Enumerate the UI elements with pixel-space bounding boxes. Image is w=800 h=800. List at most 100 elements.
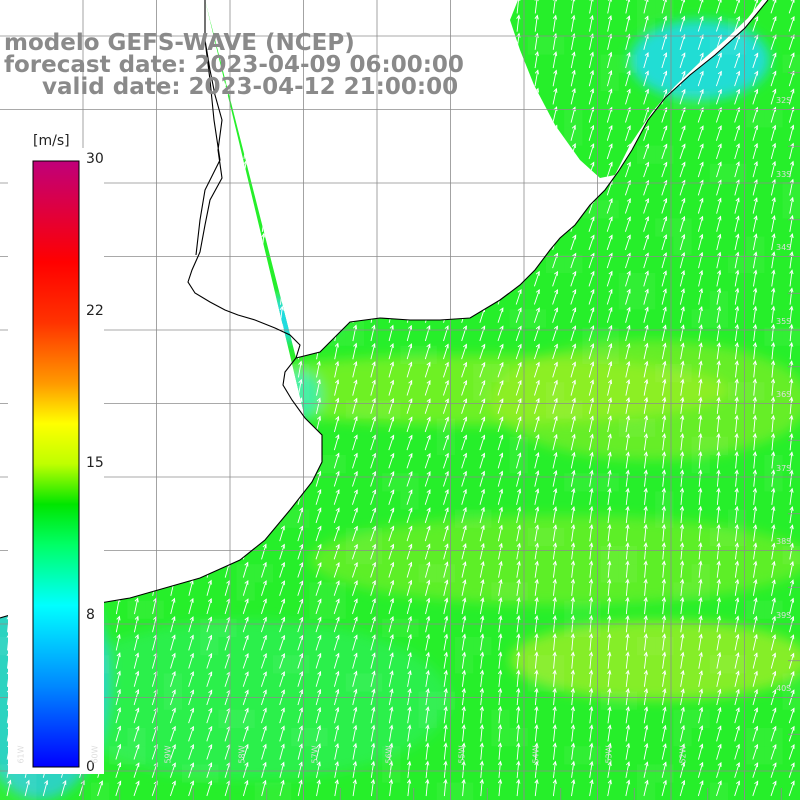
wind-arrow: [770, 378, 776, 396]
grid-cell: [200, 491, 219, 510]
wind-arrow: [425, 160, 430, 178]
wind-arrow: [606, 306, 613, 323]
wind-arrow: [188, 305, 193, 323]
wind-arrow: [407, 742, 412, 760]
wind-arrow: [297, 269, 302, 287]
wind-arrow: [443, 561, 449, 578]
wind-arrow: [698, 414, 703, 433]
wind-arrow: [552, 651, 557, 669]
wind-arrow: [352, 159, 357, 178]
wind-arrow: [461, 142, 467, 160]
wind-arrow: [443, 14, 448, 32]
wind-arrow: [515, 434, 522, 451]
wind-arrow: [734, 414, 739, 433]
wind-arrow: [680, 651, 685, 669]
wind-arrow: [261, 506, 267, 524]
wind-arrow: [534, 633, 539, 651]
wind-arrow: [261, 488, 267, 505]
wind-arrow: [661, 414, 667, 433]
wind-arrow: [552, 0, 557, 14]
grid-cell: [691, 709, 710, 728]
grid-cell: [182, 764, 201, 783]
wind-arrow: [206, 305, 211, 323]
wind-arrow: [133, 197, 139, 214]
wind-arrow: [279, 580, 285, 596]
wind-arrow: [625, 505, 630, 524]
wind-arrow: [606, 143, 613, 160]
wind-arrow: [625, 542, 630, 560]
wind-arrow: [406, 543, 413, 560]
wind-arrow: [589, 706, 594, 724]
wind-arrow: [479, 470, 485, 487]
wind-arrow: [607, 706, 612, 724]
wind-arrow: [770, 634, 776, 651]
wind-arrow: [406, 105, 412, 123]
grid-cell: [673, 236, 692, 255]
grid-cell: [655, 145, 674, 164]
wind-arrow: [279, 779, 285, 797]
wind-arrow: [152, 341, 157, 360]
wind-arrow: [352, 287, 357, 305]
wind-arrow: [461, 398, 468, 414]
grid-cell: [163, 546, 182, 565]
wind-arrow: [388, 196, 394, 214]
wind-arrow: [42, 107, 49, 123]
wind-arrow: [206, 598, 212, 615]
wind-arrow: [770, 469, 776, 487]
wind-arrow: [206, 124, 212, 141]
wind-arrow: [770, 451, 776, 469]
wind-arrow: [406, 416, 413, 433]
wind-arrow: [152, 432, 157, 451]
wind-arrow: [152, 396, 157, 414]
wind-arrow: [752, 432, 757, 451]
wind-arrow: [606, 88, 613, 105]
wind-arrow: [661, 706, 667, 724]
grid-cell: [418, 200, 437, 219]
wind-arrow: [716, 780, 722, 797]
wind-arrow: [407, 724, 412, 742]
wind-arrow: [679, 143, 686, 160]
wind-arrow: [515, 325, 522, 342]
wind-arrow: [242, 561, 249, 578]
wind-arrow: [60, 780, 67, 797]
wind-arrow: [388, 0, 394, 14]
wind-arrow: [643, 560, 648, 578]
grid-cell: [546, 36, 565, 55]
wind-arrow: [770, 762, 777, 778]
wind-arrow: [752, 505, 758, 524]
wind-arrow: [461, 105, 466, 123]
wind-arrow: [115, 251, 121, 269]
wind-arrow: [333, 470, 340, 487]
wind-arrow: [260, 634, 267, 651]
wind-arrow: [316, 360, 321, 378]
wind-arrow: [389, 233, 394, 251]
grid-cell: [345, 327, 364, 346]
wind-arrow: [424, 561, 431, 578]
grid-cell: [382, 0, 401, 19]
grid-cell: [600, 473, 619, 492]
wind-arrow: [461, 343, 467, 360]
wind-arrow: [188, 414, 193, 433]
wind-arrow: [297, 743, 303, 760]
wind-arrow: [607, 578, 612, 596]
wind-arrow: [97, 780, 103, 797]
wind-arrow: [770, 615, 776, 633]
grid-cell: [109, 236, 128, 255]
wind-arrow: [643, 633, 648, 651]
wind-arrow: [661, 15, 667, 32]
wind-arrow: [625, 687, 630, 706]
wind-arrow: [261, 0, 267, 14]
wind-arrow: [679, 743, 685, 760]
wind-arrow: [552, 633, 557, 651]
wind-arrow: [133, 725, 140, 742]
wind-arrow: [279, 616, 286, 633]
grid-cell: [746, 600, 765, 619]
grid-cell: [691, 582, 710, 601]
wind-arrow: [789, 323, 794, 342]
wind-arrow: [661, 143, 668, 160]
wind-arrow: [261, 451, 267, 469]
wind-arrow: [243, 323, 248, 342]
wind-arrow: [116, 578, 121, 596]
wind-arrow: [370, 159, 375, 178]
wind-arrow: [589, 0, 594, 14]
